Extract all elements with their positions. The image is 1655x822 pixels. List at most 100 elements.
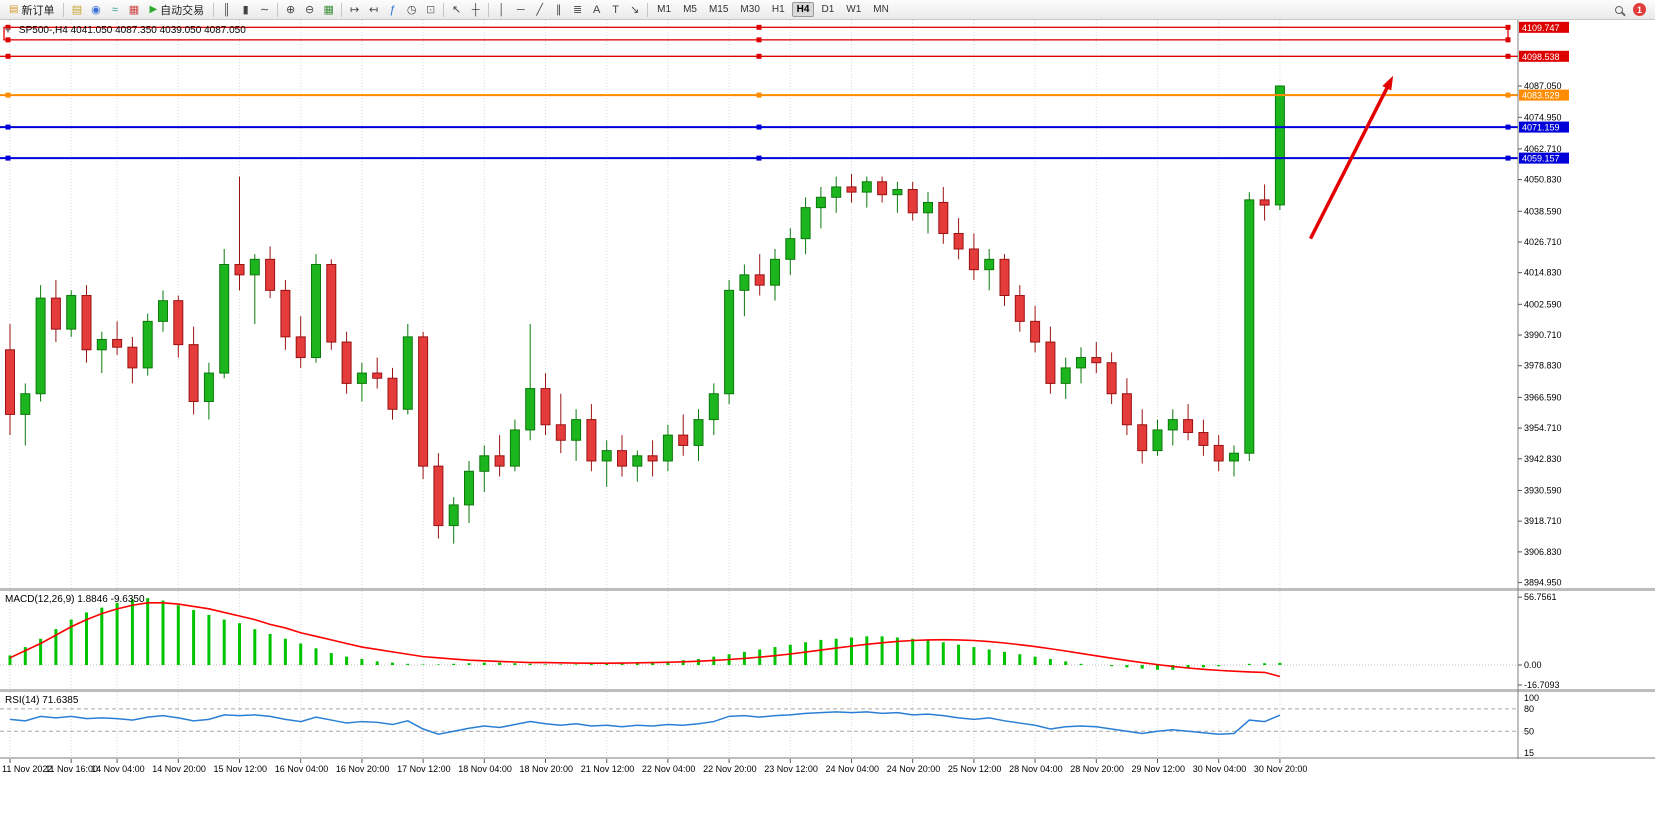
fibonacci-icon[interactable]: ≣ <box>573 4 583 16</box>
arrows-icon[interactable]: ↘ <box>630 4 640 16</box>
time-tick-label: 22 Nov 20:00 <box>703 764 757 774</box>
auto-scroll-icon[interactable]: ↦ <box>350 4 360 16</box>
macd-indicator-label: MACD(12,26,9) 1.8846 -9.6350 <box>5 594 145 605</box>
market-icon[interactable]: ▦ <box>128 4 140 16</box>
main-pane[interactable] <box>0 20 1518 588</box>
chart-window: 4087.050 4074.950 4062.710 4050.830 4038.590… <box>0 20 1655 822</box>
pane-divider[interactable] <box>0 689 1655 692</box>
vertical-line-icon[interactable]: │ <box>498 3 506 16</box>
time-tick-label: 15 Nov 12:00 <box>214 764 268 774</box>
chart-canvas[interactable]: 4087.050 4074.950 4062.710 4050.830 4038.590… <box>0 20 1655 822</box>
channel-icon[interactable]: ∥ <box>555 4 562 16</box>
time-tick-label: 11 Nov 2022 <box>2 764 52 774</box>
rsi-tick-label: 15 <box>1524 748 1534 758</box>
timeframe-m30[interactable]: M30 <box>740 4 760 15</box>
zoom-in-icon[interactable]: ⊕ <box>286 4 296 16</box>
price-line-label: 4059.157 <box>1522 154 1560 164</box>
pane-divider[interactable] <box>0 588 1655 591</box>
rsi-tick-label: 50 <box>1524 726 1534 736</box>
timeframe-buttons: M1 M5 M15 M30 H1 H4 D1 W1 MN <box>651 2 895 17</box>
macd-histogram <box>8 598 1282 670</box>
new-order-button[interactable]: ▤ 新订单 <box>3 1 60 18</box>
price-scale-area[interactable] <box>1518 20 1655 759</box>
search-icon[interactable] <box>1609 1 1629 18</box>
time-tick-label: 25 Nov 12:00 <box>948 764 1002 774</box>
tile-windows-icon[interactable]: ▦ <box>323 4 334 16</box>
crosshair-icon[interactable]: ┼ <box>471 3 480 16</box>
price-tick-label: 4074.950 <box>1524 112 1562 122</box>
time-tick-label: 24 Nov 20:00 <box>887 764 941 774</box>
timeframe-h4[interactable]: H4 <box>791 2 815 17</box>
timeframe-w1[interactable]: W1 <box>846 4 862 15</box>
toolbar-buttons: ▤ 新订单 ▤ ◉ ≈ ▦ ▶ 自动交易 ║ ▮ ∼ ⊕ ⊖ ▦ ↦ ↤ ƒ ◷ ⊡ ↖ ┼ │ ─ ╱ ∥ ≣ A T ↘ <box>3 1 651 18</box>
data-window-icon[interactable]: ◉ <box>91 4 101 16</box>
indicators-icon[interactable]: ƒ <box>389 3 396 16</box>
price-tick-label: 3918.710 <box>1524 516 1562 526</box>
time-tick-label: 30 Nov 04:00 <box>1193 764 1247 774</box>
cursor-icon[interactable]: ↖ <box>452 4 462 16</box>
timeframe-m5[interactable]: M5 <box>683 4 697 15</box>
label-icon[interactable]: T <box>612 3 620 16</box>
price-line-4071.159[interactable] <box>0 124 1518 130</box>
price-line-label: 4083.529 <box>1522 91 1560 101</box>
zoom-out-icon[interactable]: ⊖ <box>305 4 315 16</box>
toolbar-separator <box>213 2 215 17</box>
bar-chart-icon[interactable]: ║ <box>222 3 231 16</box>
candlestick-chart-icon[interactable]: ▮ <box>242 4 249 16</box>
price-line-label: 4098.538 <box>1522 52 1560 62</box>
chart-shift-icon[interactable]: ↤ <box>369 4 379 16</box>
time-tick-label: 28 Nov 20:00 <box>1070 764 1124 774</box>
notifications-badge[interactable]: 1 <box>1633 3 1646 16</box>
time-tick-label: 17 Nov 12:00 <box>397 764 451 774</box>
timeframe-m15[interactable]: M15 <box>708 4 729 15</box>
pane-divider[interactable] <box>0 757 1655 759</box>
timeframe-d1[interactable]: D1 <box>821 4 835 15</box>
price-tick-label: 3966.590 <box>1524 392 1562 402</box>
line-chart-icon[interactable]: ∼ <box>260 4 270 16</box>
period-icon[interactable]: ◷ <box>406 4 417 16</box>
price-scale: 4087.050 4074.950 4062.710 4050.830 4038.590… <box>1517 20 1569 759</box>
price-tick-label: 3894.950 <box>1524 578 1562 588</box>
time-scale-area[interactable] <box>0 759 1655 777</box>
trend-arrow-annotation[interactable] <box>1308 75 1394 240</box>
macd-signal-line <box>9 602 1281 678</box>
timeframe-m1[interactable]: M1 <box>657 4 672 15</box>
price-line-4059.157[interactable] <box>0 155 1518 161</box>
macd-tick-label: -16.7093 <box>1524 680 1560 690</box>
new-order-button-label: 新订单 <box>21 4 55 17</box>
market-watch-icon[interactable]: ▤ <box>71 4 83 16</box>
timeframe-mn[interactable]: MN <box>873 4 889 15</box>
template-icon[interactable]: ⊡ <box>426 4 436 16</box>
one-click-trading-toggle[interactable]: ▼ <box>4 26 12 35</box>
toolbar-separator <box>647 2 649 17</box>
rsi-pane[interactable] <box>0 692 1518 757</box>
toolbar-separator <box>443 2 445 17</box>
macd-pane[interactable] <box>0 591 1518 689</box>
time-tick-label: 11 Nov 16:00 <box>45 764 98 774</box>
price-line-4083.529[interactable] <box>0 92 1518 98</box>
price-tick-label: 3930.590 <box>1524 485 1562 495</box>
algo-trading-button-icon: ▶ <box>149 3 158 15</box>
price-tick-label: 4014.830 <box>1524 268 1562 278</box>
rsi-tick-label: 100 <box>1524 693 1539 703</box>
price-tick-label: 4062.710 <box>1524 144 1562 154</box>
grid <box>0 20 1518 757</box>
connection-icon[interactable]: ≈ <box>111 3 118 16</box>
timeframe-h1[interactable]: H1 <box>771 4 785 15</box>
toolbar-separator <box>277 2 279 17</box>
toolbar-separator <box>341 2 343 17</box>
price-tick-label: 4038.590 <box>1524 206 1562 216</box>
rsi-line <box>9 711 1281 736</box>
chart-header: ▼ SP500-,H4 4041.050 4087.350 4039.050 4… <box>4 25 246 36</box>
price-line-label: 4109.747 <box>1522 23 1560 33</box>
time-tick-label: 24 Nov 04:00 <box>826 764 880 774</box>
trendline-icon[interactable]: ╱ <box>536 4 543 16</box>
time-tick-label: 30 Nov 20:00 <box>1254 764 1308 774</box>
toolbar-separator <box>488 2 490 17</box>
algo-trading-button[interactable]: ▶ 自动交易 <box>143 1 210 18</box>
price-band-4109.747[interactable] <box>3 24 1511 43</box>
macd-tick-label: 0.00 <box>1524 660 1542 670</box>
text-icon[interactable]: A <box>592 3 601 16</box>
price-line-4098.538[interactable] <box>0 53 1518 59</box>
horizontal-line-icon[interactable]: ─ <box>516 3 525 16</box>
